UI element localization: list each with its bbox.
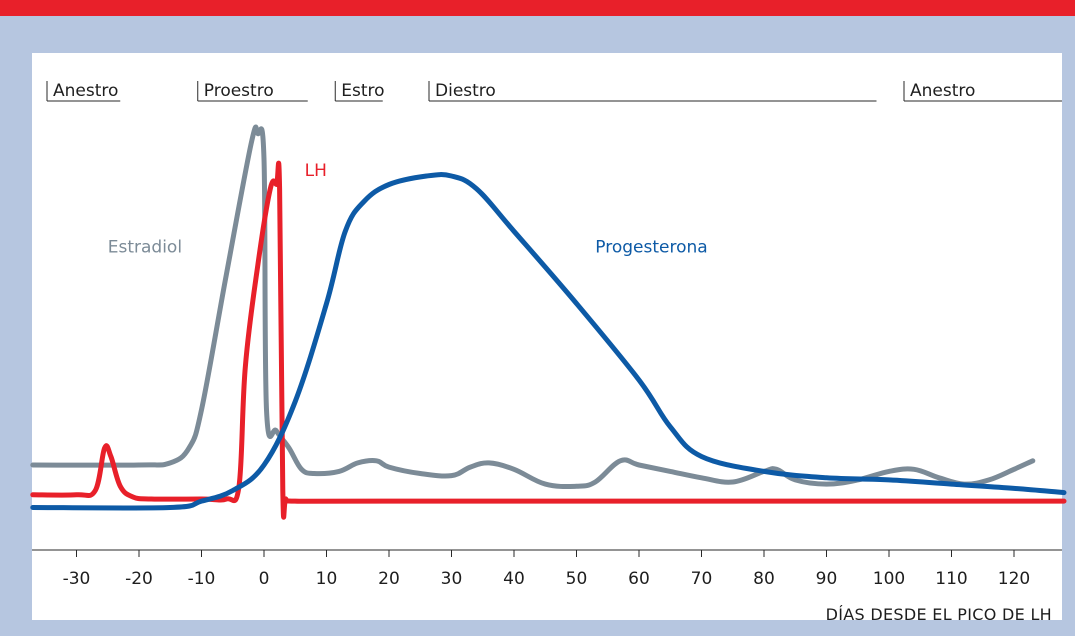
x-axis: -30 -20 -10 0 10 20 30 40 50 60 70 80 90 100 110 120: [32, 549, 1062, 589]
x-tick-label: 100: [873, 569, 905, 589]
phase-label: Proestro: [204, 81, 274, 101]
x-tick-label: -10: [188, 569, 216, 589]
x-tick-label: 120: [998, 569, 1030, 589]
header-bar: [0, 0, 1075, 16]
series-line-progesterona: [30, 172, 1067, 511]
x-tick-label: -20: [125, 569, 153, 589]
phase-label: Estro: [341, 81, 384, 101]
x-axis-title: DÍAS DESDE EL PICO DE LH: [826, 605, 1052, 624]
x-tick-label: -30: [63, 569, 91, 589]
x-tick-label: 90: [816, 569, 838, 589]
phase-label: Diestro: [435, 81, 496, 101]
series-label-progesterona: Progesterona: [595, 238, 707, 258]
x-tick-label: 40: [503, 569, 525, 589]
phase-label: Anestro: [910, 81, 975, 101]
x-tick-label: 20: [378, 569, 400, 589]
phase-label: Anestro: [53, 81, 118, 101]
x-tick-label: 50: [566, 569, 588, 589]
x-tick-label: 60: [628, 569, 650, 589]
x-tick-label: 30: [441, 569, 463, 589]
chart-panel: [32, 53, 1062, 620]
x-tick-label: 0: [259, 569, 270, 589]
x-tick-label: 80: [753, 569, 775, 589]
x-tick-label: 10: [316, 569, 338, 589]
phase-bands: Anestro Proestro Estro Diestro Anestro: [46, 81, 1062, 102]
series-line-estradiol: [30, 124, 1036, 490]
series-label-lh: LH: [305, 161, 327, 181]
series-line-lh: [30, 160, 1067, 520]
series-label-estradiol: Estradiol: [108, 238, 182, 258]
series-lines: Estradiol LH Progesterona: [30, 124, 1067, 520]
x-tick-label: 70: [691, 569, 713, 589]
x-tick-label: 110: [935, 569, 967, 589]
